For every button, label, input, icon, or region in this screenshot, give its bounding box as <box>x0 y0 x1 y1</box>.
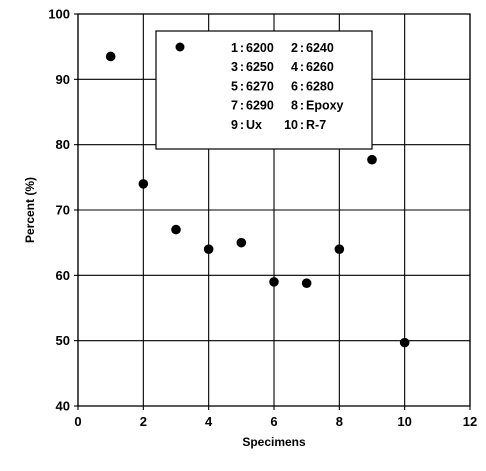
legend-entry-separator: : <box>300 99 304 113</box>
y-tick-label: 70 <box>56 203 70 218</box>
data-points <box>105 51 410 348</box>
y-tick-label: 100 <box>48 7 70 22</box>
legend-entry-label: Epoxy <box>306 99 344 113</box>
y-tick-label: 80 <box>56 137 70 152</box>
legend-entry-separator: : <box>300 79 304 93</box>
x-tick-label: 6 <box>270 414 277 429</box>
x-tick-label: 12 <box>463 414 477 429</box>
legend-entry-number: 3 <box>231 60 238 74</box>
legend-entry-label: Ux <box>246 118 262 132</box>
data-point <box>334 244 345 254</box>
legend-entry-separator: : <box>300 118 304 132</box>
x-tick-label: 0 <box>74 414 81 429</box>
legend-entry-number: 8 <box>291 99 298 113</box>
legend-entry-label: 6290 <box>246 99 274 113</box>
data-point <box>236 237 247 248</box>
legend-entry-label: 6270 <box>246 79 274 93</box>
data-point <box>301 278 312 288</box>
y-axis-label: Percent (%) <box>23 177 37 243</box>
legend-entry-label: 6200 <box>246 41 274 55</box>
x-tick-label: 10 <box>397 414 411 429</box>
legend-entry-number: 9 <box>231 118 238 132</box>
legend-entry-number: 2 <box>291 41 298 55</box>
data-point <box>399 337 410 348</box>
legend-entry-separator: : <box>240 79 244 93</box>
x-tick-label: 8 <box>336 414 343 429</box>
legend-entry-separator: : <box>240 118 244 132</box>
data-point <box>269 277 279 287</box>
legend-marker <box>175 42 185 52</box>
legend-entry-separator: : <box>300 60 304 74</box>
legend-entry-number: 7 <box>231 99 238 113</box>
legend-entry-label: R-7 <box>306 118 326 132</box>
data-point <box>171 224 181 235</box>
x-axis-label: Specimens <box>242 435 306 449</box>
plot-area <box>77 13 471 407</box>
legend-entry-number: 4 <box>291 60 298 74</box>
legend-box <box>155 30 373 150</box>
legend-entry-separator: : <box>240 99 244 113</box>
data-point <box>105 51 116 62</box>
legend-entry-number: 1 <box>231 41 238 55</box>
legend-entry-number: 6 <box>291 79 298 93</box>
y-tick-label: 40 <box>56 399 70 414</box>
x-tick-label: 2 <box>140 414 147 429</box>
y-tick-label: 50 <box>56 333 70 348</box>
data-point <box>138 179 149 189</box>
data-point <box>367 154 377 165</box>
legend-entry-number: 10 <box>284 118 298 132</box>
legend-entry-label: 6250 <box>246 60 274 74</box>
legend-entry-number: 5 <box>231 79 238 93</box>
legend-entry-label: 6280 <box>306 79 334 93</box>
legend-entry-separator: : <box>240 41 244 55</box>
y-tick-label: 90 <box>56 72 70 87</box>
x-tick-label: 4 <box>205 414 213 429</box>
y-tick-label: 60 <box>56 268 70 283</box>
legend-entry-label: 6260 <box>306 60 334 74</box>
legend-entry-separator: : <box>300 41 304 55</box>
data-point <box>203 244 214 254</box>
legend-entry-separator: : <box>240 60 244 74</box>
legend-entry-label: 6240 <box>306 41 334 55</box>
